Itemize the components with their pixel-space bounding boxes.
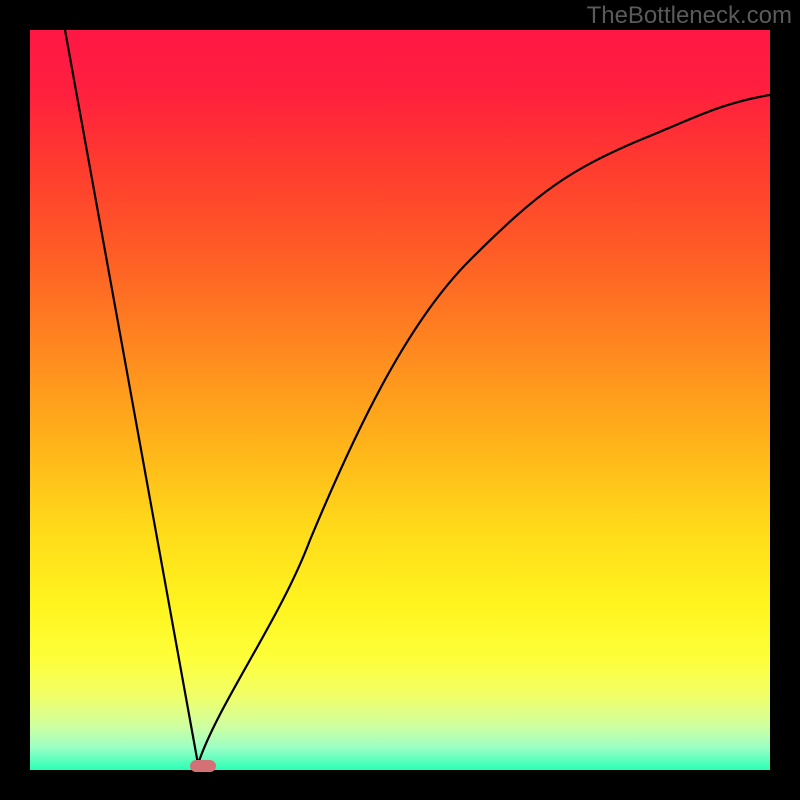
watermark-text: TheBottleneck.com [587,2,792,30]
minimum-marker [190,760,216,772]
chart-gradient-background [30,30,770,770]
bottleneck-curve-chart [0,0,800,800]
chart-container: { "watermark": { "text": "TheBottleneck.… [0,0,800,800]
